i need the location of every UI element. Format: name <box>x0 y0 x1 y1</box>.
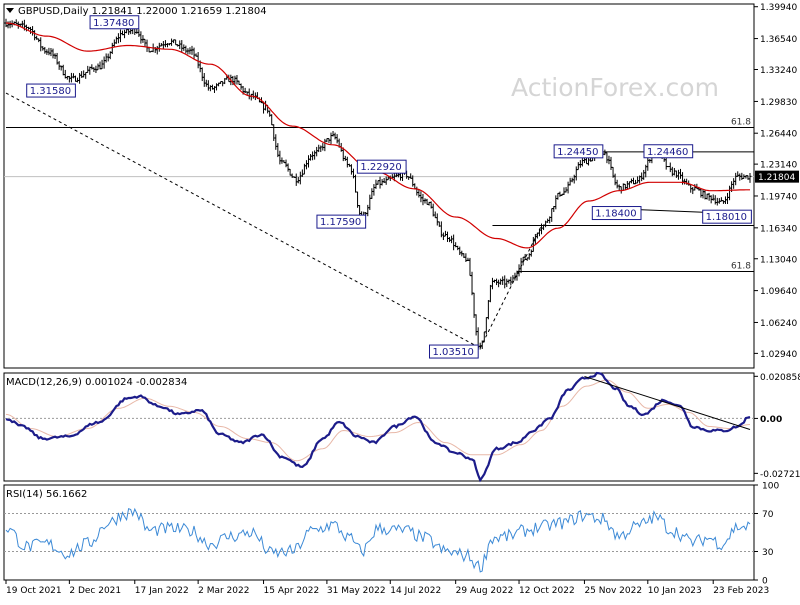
macd-main-line <box>5 371 751 483</box>
watermark: ActionForex.com <box>511 73 719 102</box>
current-price-badge <box>755 170 799 183</box>
price-annotation: 1.17590 <box>320 217 361 228</box>
price-tick-label: 1.23140 <box>760 161 797 171</box>
x-tick-label: 10 Jan 2023 <box>648 586 702 596</box>
price-tick-label: 1.36540 <box>760 35 797 45</box>
price-tick-label: 1.06240 <box>760 319 797 329</box>
price-tick-label: 1.19740 <box>760 192 797 202</box>
x-tick-label: 25 Nov 2022 <box>584 586 642 596</box>
x-tick-label: 29 Aug 2022 <box>456 586 514 596</box>
price-annotation: 1.03510 <box>432 347 473 358</box>
price-annotation: 1.24460 <box>647 147 688 158</box>
level-label: 61.8 <box>731 117 751 127</box>
price-annotation-box <box>316 214 367 229</box>
macd-tick-label: 0.020858 <box>760 373 800 383</box>
price-annotation: 1.18010 <box>706 212 747 223</box>
chart-menu-triangle-icon <box>6 8 14 13</box>
x-tick-label: 12 Oct 2022 <box>519 586 575 596</box>
price-annotation: 1.18400 <box>595 209 636 220</box>
x-tick-label: 15 Apr 2022 <box>264 586 320 596</box>
current-price-label: 1.21804 <box>758 173 795 183</box>
price-panel <box>3 3 755 369</box>
price-annotation: 1.31580 <box>30 86 71 97</box>
rsi-panel <box>3 484 755 581</box>
price-annotation-box <box>356 159 407 174</box>
rsi-tick-label: 100 <box>762 482 779 492</box>
x-tick-label: 17 Jan 2022 <box>135 586 189 596</box>
macd-label: MACD(12,26,9) 0.001024 -0.002834 <box>6 377 187 388</box>
x-tick-label: 19 Oct 2021 <box>6 586 62 596</box>
price-tick-label: 1.02940 <box>760 350 797 360</box>
x-tick-label: 2 Mar 2022 <box>198 586 249 596</box>
macd-trendline <box>584 375 751 430</box>
price-tick-label: 1.13040 <box>760 255 797 265</box>
price-tick-label: 1.33240 <box>760 66 797 76</box>
rsi-line <box>5 507 751 573</box>
price-annotation-box <box>591 206 642 221</box>
rsi-tick-label: 0 <box>762 577 768 587</box>
price-annotation: 1.37480 <box>93 18 134 29</box>
price-annotation-box <box>26 83 76 98</box>
price-annotation-box <box>89 15 140 30</box>
price-tick-label: 1.16340 <box>760 224 797 234</box>
price-tick-label: 1.39940 <box>760 3 797 13</box>
price-tick-label: 1.29830 <box>760 98 797 108</box>
trendline <box>479 225 542 349</box>
x-tick-label: 14 Jul 2022 <box>390 586 441 596</box>
macd-tick-label: 0.00 <box>760 415 782 425</box>
chart-header: GBPUSD,Daily 1.21841 1.22000 1.21659 1.2… <box>18 6 267 17</box>
macd-signal-line <box>5 379 751 462</box>
level-label: 61.8 <box>731 261 751 271</box>
rsi-tick-label: 30 <box>762 548 774 558</box>
macd-panel <box>3 372 755 482</box>
macd-tick-label: -0.027213 <box>760 470 800 480</box>
price-annotation-box <box>702 209 752 224</box>
rsi-tick-label: 70 <box>762 510 774 520</box>
x-tick-label: 2 Dec 2021 <box>69 586 121 596</box>
x-tick-label: 31 May 2022 <box>327 586 386 596</box>
price-annotation-box <box>428 344 479 359</box>
x-tick-label: 23 Feb 2023 <box>713 586 769 596</box>
price-annotation: 1.24450 <box>557 147 598 158</box>
price-tick-label: 1.09640 <box>760 287 797 297</box>
price-annotation: 1.22920 <box>360 162 401 173</box>
rsi-label: RSI(14) 56.1662 <box>6 489 87 500</box>
price-tick-label: 1.26440 <box>760 130 797 140</box>
price-annotation-box <box>553 144 604 159</box>
price-annotation-box <box>643 144 694 159</box>
